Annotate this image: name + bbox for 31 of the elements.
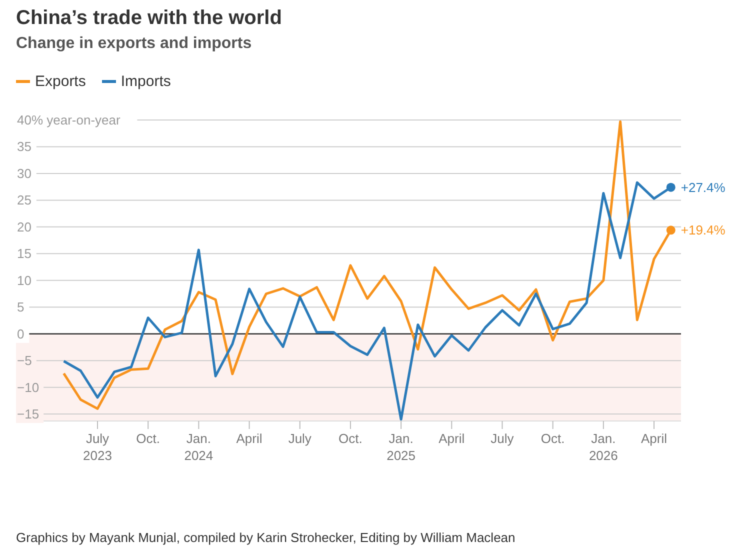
x-tick-label: Jan. 2024 xyxy=(184,431,214,463)
y-tick-label: 40% year-on-year xyxy=(17,112,121,128)
chart-subtitle: Change in exports and imports xyxy=(16,35,252,53)
x-tick-label: April xyxy=(236,431,262,446)
y-tick-label: 5 xyxy=(17,300,24,315)
x-tick-label: Jan. 2025 xyxy=(386,431,416,463)
x-tick-label: July 2023 xyxy=(83,431,112,463)
y-tick-label: −10 xyxy=(17,380,40,395)
x-tick-label: Oct. xyxy=(540,431,565,446)
annotation: +27.4% xyxy=(680,180,726,195)
y-tick-label: 0 xyxy=(17,326,24,342)
y-tick-label: −5 xyxy=(17,353,32,368)
y-tick-label: 30 xyxy=(17,166,32,181)
y-tick-label: 20 xyxy=(17,219,32,234)
x-tick-label: Oct. xyxy=(136,431,160,446)
x-tick-label: Oct. xyxy=(338,431,362,446)
y-tick-label: 10 xyxy=(17,272,32,288)
legend-label: Exports xyxy=(35,72,86,90)
x-tick-label: July xyxy=(490,431,514,446)
text: Graphics by Mayank Munjal, compiled by Karin Strohecker, Editing by William Maclean xyxy=(16,530,516,545)
chart-title: China’s trade with the world xyxy=(16,7,282,30)
y-tick-label: 25 xyxy=(17,192,32,208)
y-tick-label: −15 xyxy=(17,406,40,422)
x-tick-label: April xyxy=(438,431,465,446)
x-tick-label: April xyxy=(641,431,668,446)
legend-label: Imports xyxy=(120,72,171,90)
x-tick-label: Jan. 2026 xyxy=(588,431,618,463)
y-tick-label: 35 xyxy=(17,139,32,154)
y-tick-label: 15 xyxy=(17,246,32,262)
annotation: +19.4% xyxy=(680,222,726,238)
x-tick-label: July xyxy=(288,431,312,446)
